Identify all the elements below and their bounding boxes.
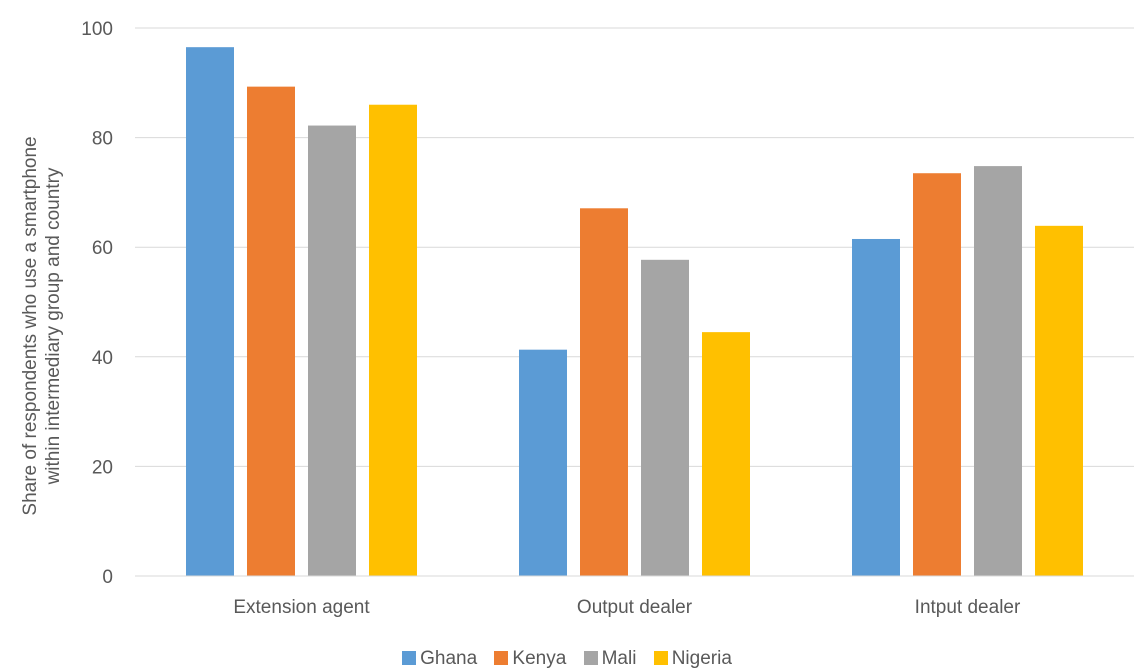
bar-kenya-intput-dealer <box>913 173 961 576</box>
y-tick-label: 40 <box>92 348 113 369</box>
bars <box>186 47 1083 577</box>
bar-nigeria-intput-dealer <box>1035 225 1083 576</box>
bar-nigeria-extension-agent <box>369 104 417 576</box>
y-tick-label: 0 <box>102 567 113 588</box>
gridlines <box>135 27 1134 467</box>
legend-item-nigeria: Nigeria <box>653 648 732 670</box>
legend-swatch-ghana <box>402 651 417 665</box>
bar-nigeria-output-dealer <box>702 332 750 576</box>
y-tick-label: 20 <box>92 457 113 478</box>
legend-item-ghana: Ghana <box>402 648 477 670</box>
legend-item-kenya: Kenya <box>494 648 566 670</box>
legend-label-nigeria: Nigeria <box>671 648 732 669</box>
legend-label-kenya: Kenya <box>512 648 567 669</box>
legend-label-mali: Mali <box>601 648 637 669</box>
bar-kenya-output-dealer <box>580 208 628 577</box>
bar-mali-output-dealer <box>641 259 689 576</box>
y-tick-label: 100 <box>81 19 113 40</box>
legend: Ghana Kenya Mali Nigeria <box>0 648 1134 670</box>
bar-ghana-intput-dealer <box>852 238 900 577</box>
bar-kenya-extension-agent <box>247 86 295 577</box>
bar-ghana-extension-agent <box>186 47 234 577</box>
x-tick-label: Output dealer <box>577 597 693 618</box>
y-tick-label: 60 <box>92 238 113 259</box>
y-tick-label: 80 <box>92 129 113 150</box>
legend-label-ghana: Ghana <box>420 648 478 669</box>
x-tick-label: Extension agent <box>233 597 370 618</box>
legend-swatch-nigeria <box>653 651 668 665</box>
bar-mali-extension-agent <box>308 125 356 576</box>
legend-swatch-kenya <box>494 651 509 665</box>
bar-mali-intput-dealer <box>974 166 1022 576</box>
bar-ghana-output-dealer <box>519 349 567 576</box>
legend-swatch-mali <box>583 651 598 665</box>
x-tick-label: Intput dealer <box>915 597 1021 618</box>
legend-item-mali: Mali <box>583 648 637 670</box>
axes: 0 20 40 60 80 100 Extension agent Output dealer… <box>81 19 1134 618</box>
